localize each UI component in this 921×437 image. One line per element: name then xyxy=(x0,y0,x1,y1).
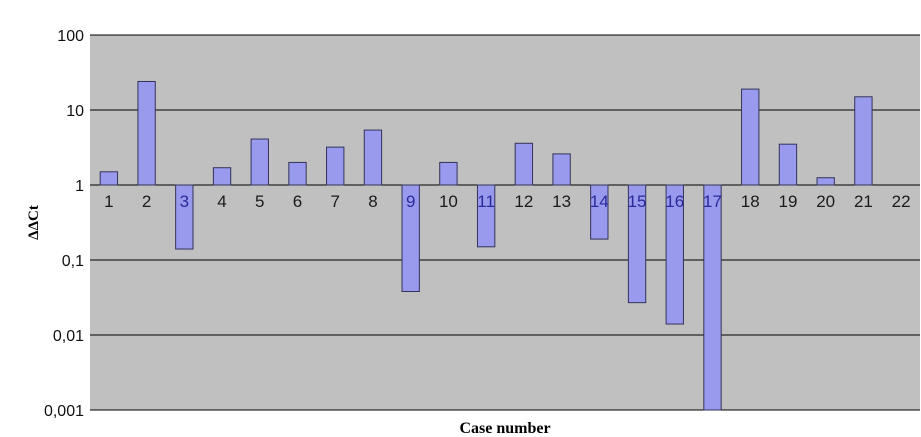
x-tick-label: 14 xyxy=(590,192,609,211)
bar-case-3 xyxy=(175,184,194,250)
x-tick-label: 18 xyxy=(741,192,760,211)
y-tick-label: 1 xyxy=(75,178,84,195)
bar-case-6 xyxy=(288,161,307,186)
bar-case-2 xyxy=(137,80,156,186)
bar-case-1 xyxy=(99,171,119,186)
plot-area xyxy=(90,35,920,410)
bar-case-5 xyxy=(250,138,269,186)
bar-case-13 xyxy=(552,153,571,186)
x-tick-labels: 1 2 3 4 5 6 7 8 9 10 11 12 13 14 15 16 17 18 19 20 21 22 xyxy=(104,192,910,211)
bar-case-8 xyxy=(363,129,383,186)
bar-case-12 xyxy=(514,142,534,186)
bar-case-4 xyxy=(212,167,232,186)
y-tick-label: 10 xyxy=(66,103,84,120)
bar-case-21 xyxy=(854,96,873,186)
x-tick-label: 12 xyxy=(514,192,533,211)
y-tick-label: 0,01 xyxy=(53,328,84,345)
y-tick-labels: 100 10 1 0,1 0,01 0,001 xyxy=(44,28,84,420)
x-tick-label: 22 xyxy=(892,192,911,211)
bar-case-17 xyxy=(703,184,722,411)
bar-case-20 xyxy=(816,177,835,186)
bar-case-14 xyxy=(590,184,609,240)
x-tick-label: 1 xyxy=(104,192,113,211)
x-tick-label: 21 xyxy=(854,192,873,211)
bar-case-18 xyxy=(741,88,760,186)
bar-case-19 xyxy=(778,143,798,186)
y-tick-label: 0,1 xyxy=(62,253,84,270)
x-tick-label: 16 xyxy=(665,192,684,211)
x-tick-label: 4 xyxy=(217,192,226,211)
x-tick-label: 15 xyxy=(628,192,647,211)
x-tick-label: 2 xyxy=(142,192,151,211)
bar-case-16 xyxy=(665,184,684,325)
x-tick-label: 13 xyxy=(552,192,571,211)
bar-case-7 xyxy=(326,146,345,186)
bars xyxy=(99,80,873,411)
x-tick-label: 10 xyxy=(439,192,458,211)
x-tick-label: 7 xyxy=(330,192,339,211)
bar-case-15 xyxy=(627,184,647,304)
x-tick-label: 17 xyxy=(703,192,722,211)
y-tick-label: 100 xyxy=(57,28,84,45)
x-tick-label: 5 xyxy=(255,192,264,211)
x-tick-label: 20 xyxy=(816,192,835,211)
x-tick-label: 11 xyxy=(477,192,495,211)
x-tick-label: 3 xyxy=(180,192,189,211)
y-tick-label: 0,001 xyxy=(44,403,84,420)
x-axis-label: Case number xyxy=(459,420,550,437)
y-axis-label: ΔΔCt xyxy=(26,205,42,240)
bar-case-10 xyxy=(439,161,458,186)
x-tick-label: 8 xyxy=(368,192,377,211)
x-tick-label: 9 xyxy=(406,192,415,211)
x-tick-label: 19 xyxy=(778,192,797,211)
bar-case-11 xyxy=(476,184,496,248)
bar-case-9 xyxy=(401,184,420,293)
x-tick-label: 6 xyxy=(293,192,302,211)
